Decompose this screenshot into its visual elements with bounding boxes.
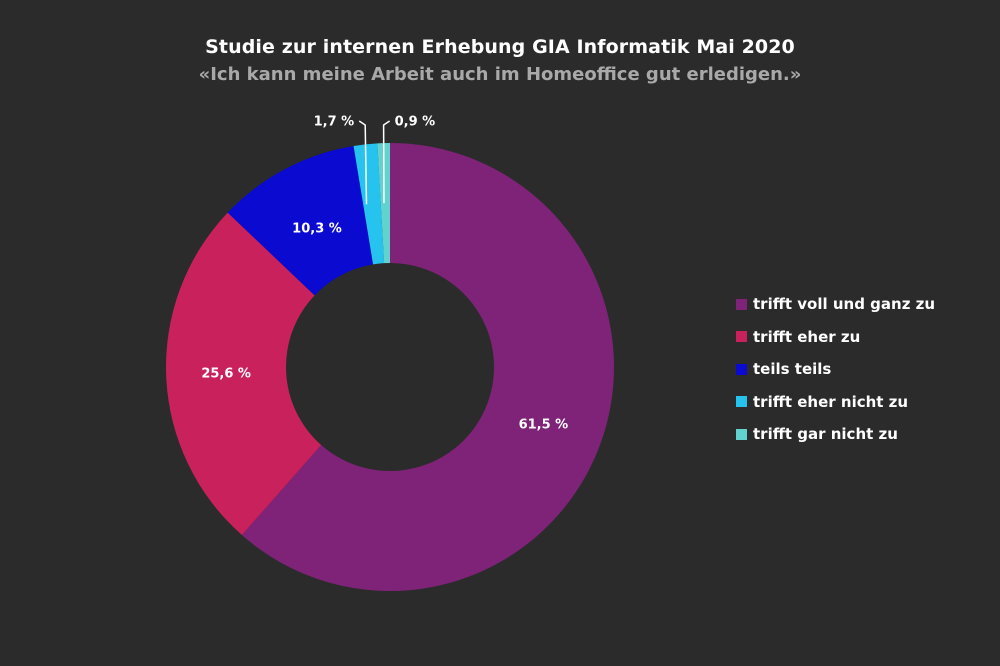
slice-value-label: 1,7 % (314, 115, 355, 130)
slice-value-label: 0,9 % (395, 115, 436, 130)
legend-item: trifft voll und ganz zu (736, 288, 996, 321)
legend-label: trifft gar nicht zu (753, 425, 898, 444)
label-leader-line (382, 120, 391, 204)
legend-label: trifft voll und ganz zu (753, 295, 936, 314)
donut-slice (165, 212, 322, 536)
legend-swatch (736, 363, 747, 375)
legend-swatch (736, 428, 747, 440)
label-leader-line (358, 120, 368, 205)
slice-value-label: 61,5 % (519, 417, 569, 432)
legend-swatch (736, 331, 747, 343)
legend-label: trifft eher nicht zu (753, 392, 909, 411)
legend-swatch (736, 396, 747, 408)
legend-label: teils teils (753, 360, 832, 379)
legend-item: trifft eher zu (736, 321, 996, 354)
slice-value-label: 25,6 % (201, 367, 251, 382)
chart-subtitle: «Ich kann meine Arbeit auch im Homeoffic… (198, 64, 802, 85)
donut-slice (353, 143, 385, 265)
legend: trifft voll und ganz zu trifft eher zu t… (736, 288, 996, 451)
legend-item: trifft eher nicht zu (736, 386, 996, 419)
donut-slice (241, 143, 614, 591)
donut-slice (227, 145, 374, 296)
legend-item: teils teils (736, 353, 996, 386)
legend-label: trifft eher zu (753, 327, 861, 346)
chart-title: Studie zur internen Erhebung GIA Informa… (205, 36, 795, 58)
legend-swatch (736, 298, 747, 310)
legend-item: trifft gar nicht zu (736, 418, 996, 451)
slice-value-label: 10,3 % (292, 222, 342, 237)
